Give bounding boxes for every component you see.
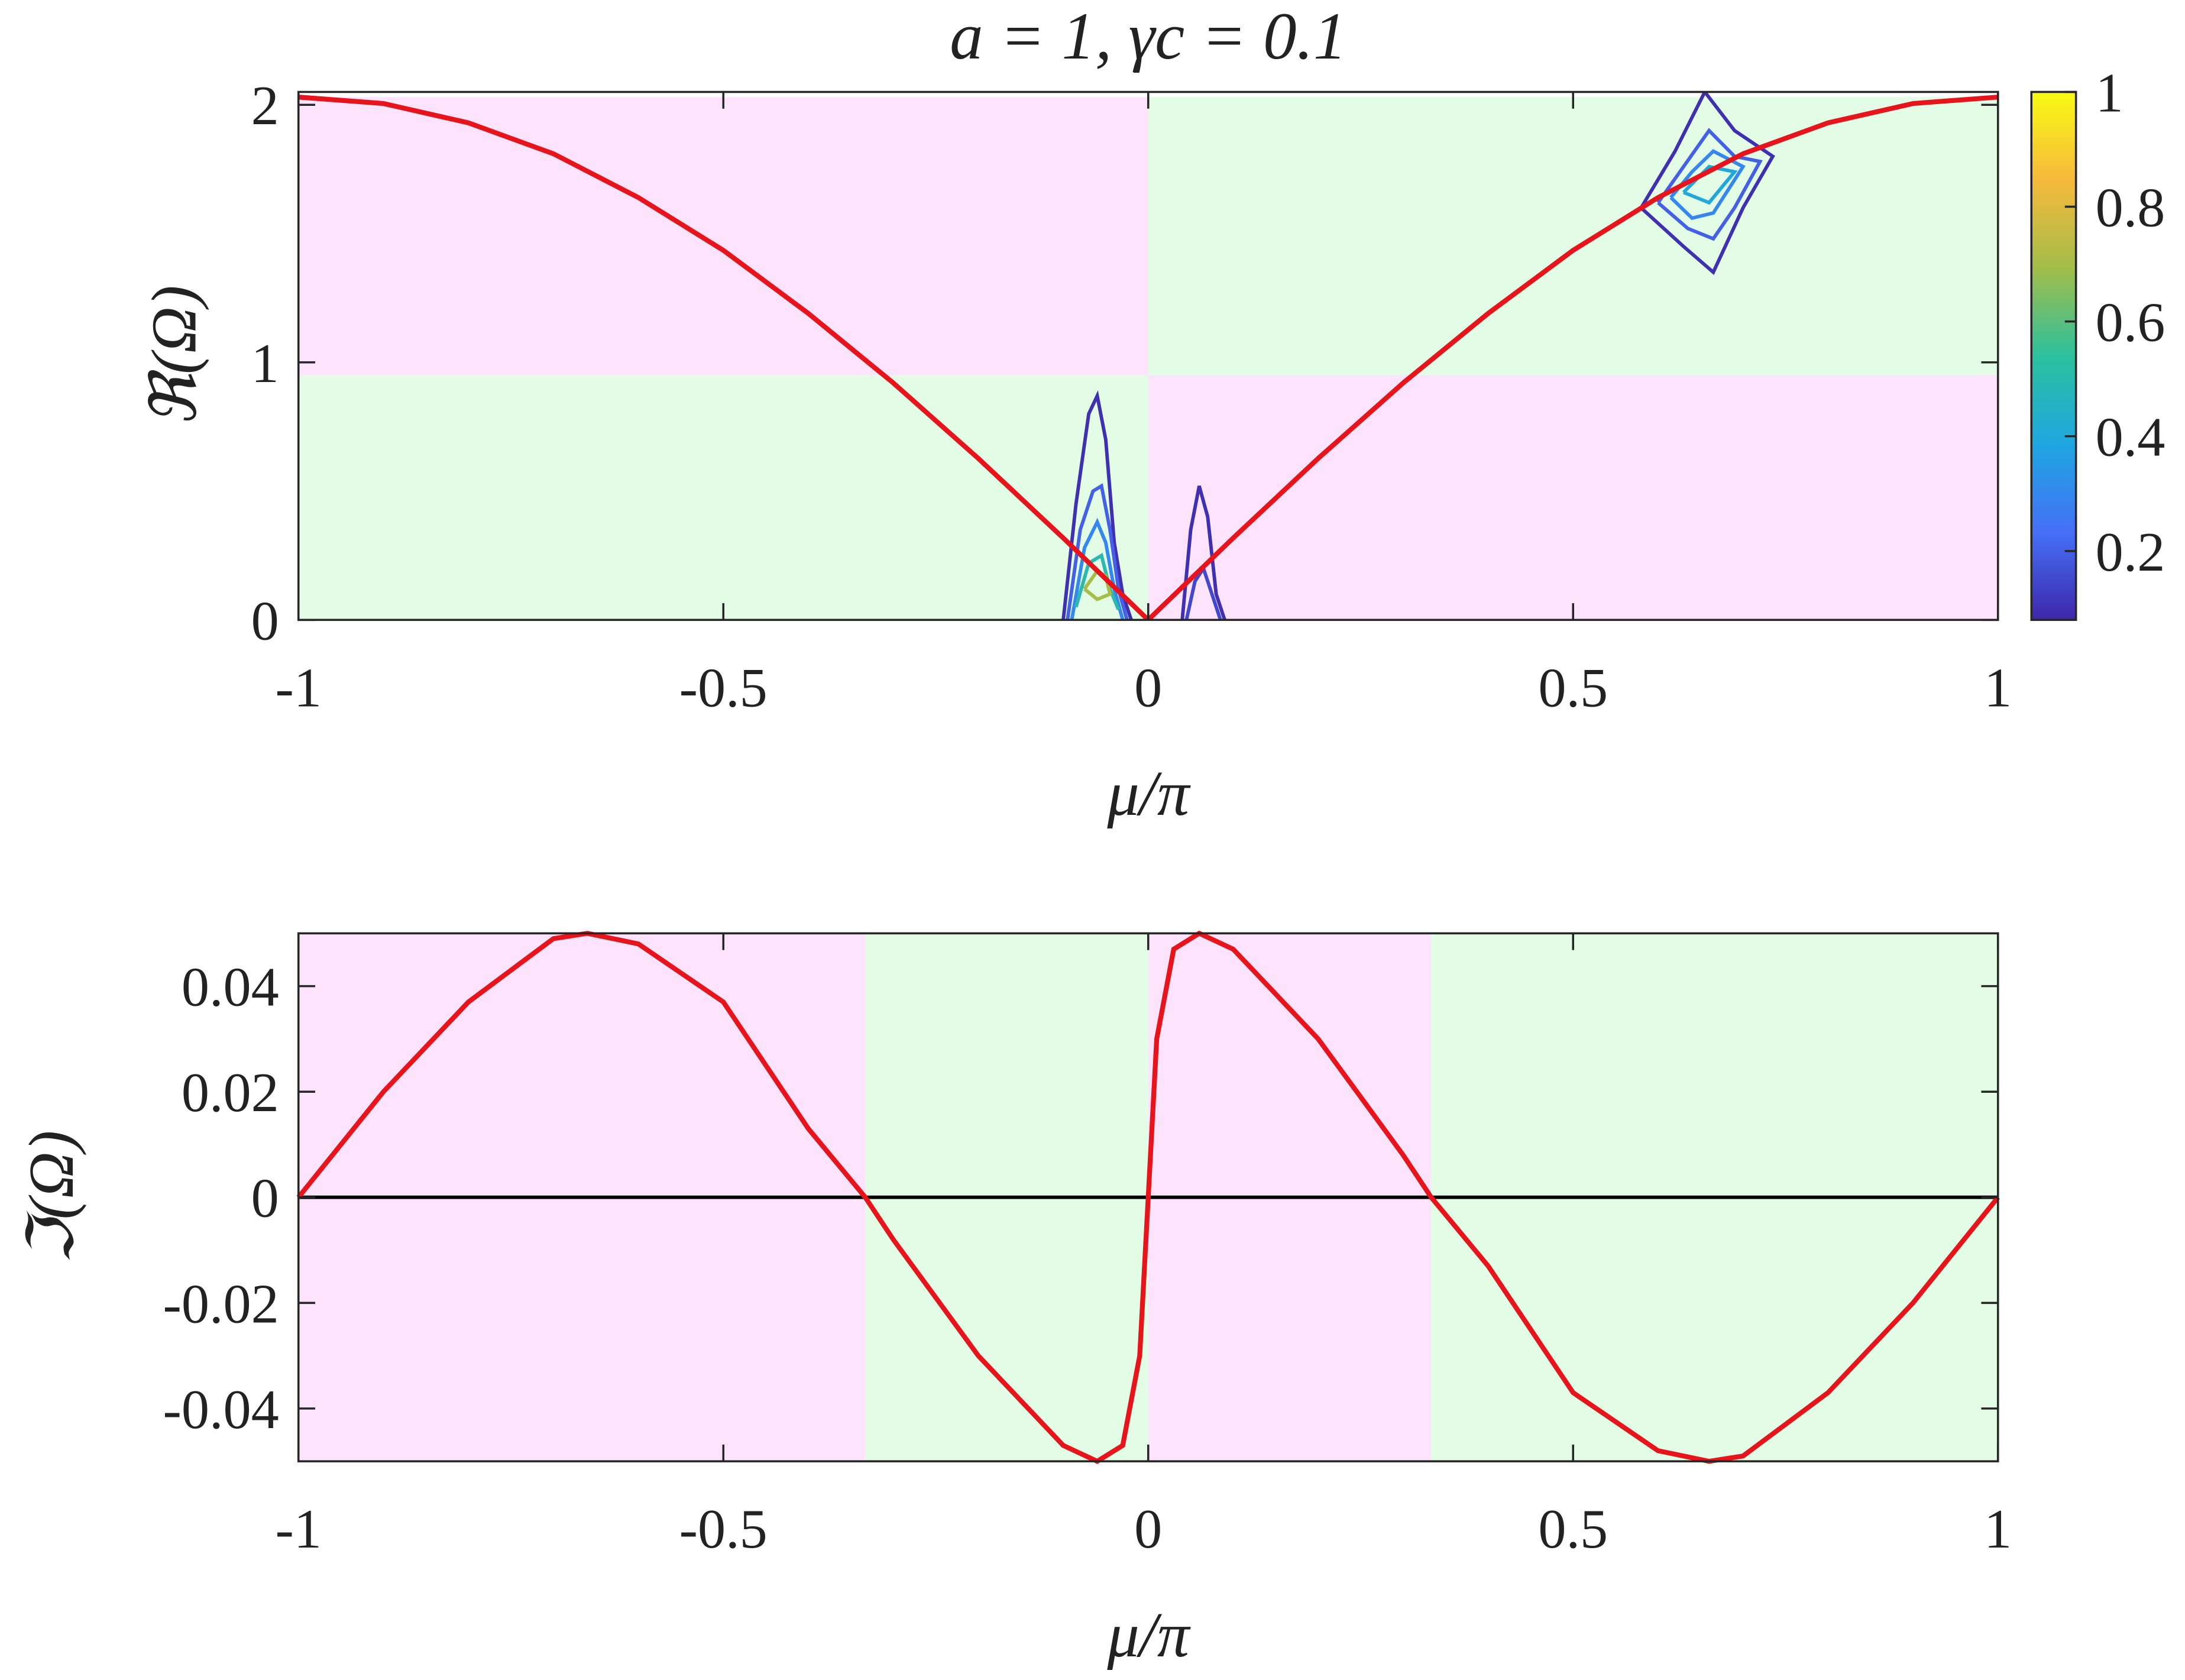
line: [298, 95, 1998, 620]
contour: [1083, 568, 1112, 601]
x-tick-label: -1: [275, 1498, 321, 1560]
y-tick-label: 0.02: [182, 1062, 279, 1124]
axes: [296, 930, 2000, 1464]
contour: [1639, 92, 1775, 276]
x-tick-label: -1: [275, 657, 321, 718]
colorbar-tick-label: 0.6: [2096, 292, 2165, 354]
region: [1148, 97, 1998, 376]
contour: [1669, 149, 1746, 221]
line: [296, 930, 2000, 1464]
region: [1148, 375, 1998, 620]
x-tick-label: 0.5: [1538, 1498, 1608, 1560]
contour: [1180, 485, 1226, 620]
y-tick-label: -0.04: [163, 1379, 279, 1441]
x-tick-label: 0.5: [1538, 657, 1608, 718]
y-tick-label: 0: [251, 590, 279, 652]
y-tick-label: 0: [251, 1168, 279, 1229]
y-tick-label: 0.04: [182, 957, 279, 1018]
x-axis-label: μ/π: [1106, 758, 1190, 829]
x-tick-label: 1: [1984, 657, 2012, 718]
contour: [1656, 128, 1763, 241]
y-tick-label: 1: [251, 333, 279, 394]
chart-title: a = 1, γc = 0.1: [950, 0, 1346, 73]
x-tick-label: 0: [1134, 657, 1162, 718]
region: [298, 97, 1148, 376]
axes: [298, 92, 1998, 620]
x-tick-label: 0: [1134, 1498, 1162, 1560]
colorbar-tick-label: 1: [2096, 62, 2124, 124]
x-axis-label: μ/π: [1106, 1600, 1190, 1671]
contour: [1061, 390, 1133, 620]
y-axis-label: ℜ(Ω): [138, 286, 209, 427]
y-tick-label: -0.02: [163, 1273, 279, 1335]
colorbar-tick-label: 0.4: [2096, 407, 2165, 468]
x-tick-label: -0.5: [679, 657, 768, 718]
region: [298, 375, 1148, 620]
colorbar: [2030, 90, 2077, 621]
y-tick-label: 2: [251, 75, 279, 137]
y-axis-label: ℑ(Ω): [16, 1131, 87, 1264]
colorbar-tick-label: 0.8: [2096, 177, 2165, 239]
contour: [1074, 552, 1121, 610]
x-tick-label: -0.5: [679, 1498, 768, 1560]
x-tick-label: 1: [1984, 1498, 2012, 1560]
colorbar-tick-label: 0.2: [2096, 522, 2165, 583]
